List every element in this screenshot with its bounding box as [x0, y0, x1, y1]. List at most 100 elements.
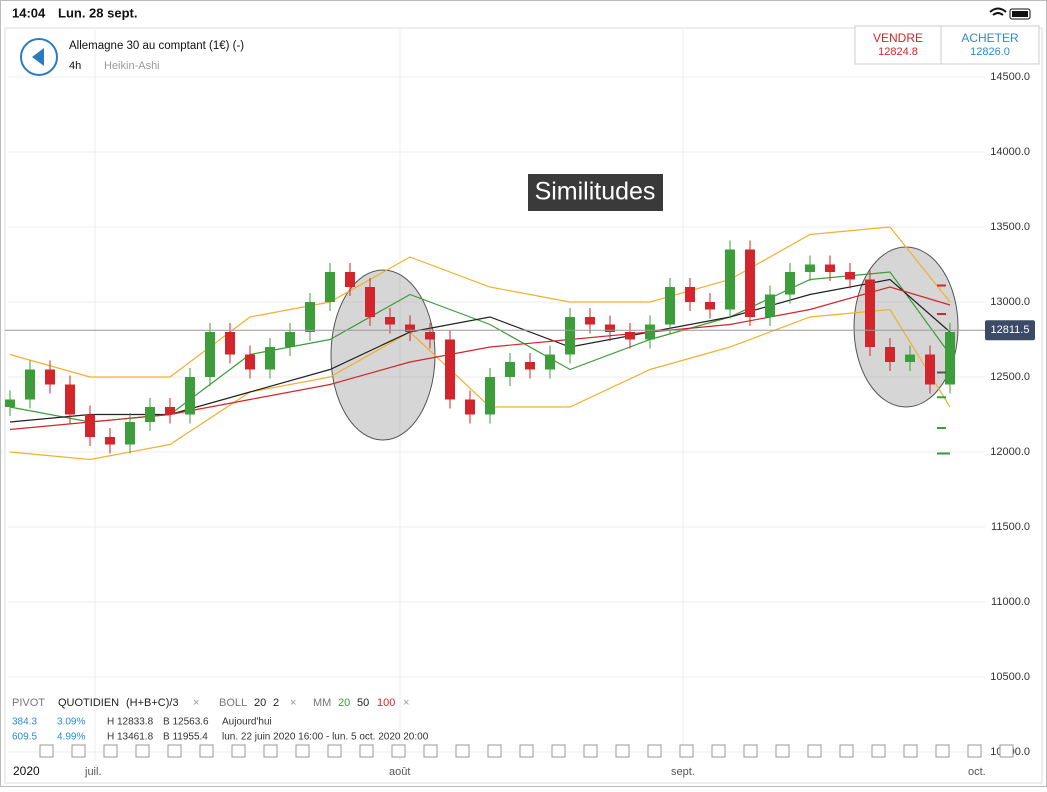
calendar-icon [391, 744, 406, 758]
candle-body [445, 339, 455, 400]
indicator-value: B 11955.4 [163, 732, 208, 743]
calendar-icon [519, 744, 534, 758]
x-tick-label: oct. [968, 766, 986, 778]
candle-body [5, 399, 15, 407]
highlight-ellipse [330, 269, 436, 441]
candle-body [765, 294, 775, 317]
timeframe[interactable]: 4h [69, 60, 81, 72]
calendar-icon [679, 744, 694, 758]
chart-frame [4, 27, 1043, 784]
candle-body [845, 272, 855, 280]
candle-body [245, 354, 255, 370]
y-tick-label: 12000.0 [990, 446, 1030, 458]
candle-body [205, 332, 215, 377]
calendar-icon [263, 744, 278, 758]
candle-body [325, 272, 335, 302]
battery-level [1012, 11, 1028, 17]
candle-body [905, 354, 915, 362]
chart-style[interactable]: Heikin-Ashi [104, 60, 160, 72]
calendar-icon [871, 744, 886, 758]
calendar-icon [775, 744, 790, 758]
indicator-setting: PIVOT [12, 697, 45, 709]
price-tag-label: 12811.5 [991, 324, 1030, 336]
indicator-setting: QUOTIDIEN [58, 697, 119, 709]
candle-body [265, 347, 275, 370]
candle-body [225, 332, 235, 355]
indicator-value: H 13461.8 [107, 732, 154, 743]
candle-body [65, 384, 75, 415]
calendar-icon [647, 744, 662, 758]
candle-body [565, 317, 575, 355]
candle-body [425, 332, 435, 340]
candle-body [705, 302, 715, 310]
indicator-value: 4.99% [57, 732, 85, 743]
sell-label: VENDRE [873, 31, 923, 45]
candle-body [645, 324, 655, 340]
candle-body [485, 377, 495, 415]
calendar-icon [71, 744, 86, 758]
calendar-icon [295, 744, 310, 758]
indicator-setting: × [403, 697, 409, 709]
indicator-setting: BOLL [219, 697, 247, 709]
calendar-icon [167, 744, 182, 758]
y-tick-label: 10500.0 [990, 671, 1030, 683]
y-tick-label: 11500.0 [991, 521, 1030, 533]
calendar-icon [583, 744, 598, 758]
status-time: 14:04 [12, 5, 46, 20]
indicator-setting: 20 [254, 697, 266, 709]
calendar-icon [743, 744, 758, 758]
calendar-icon [39, 744, 54, 758]
candle-body [545, 354, 555, 370]
candle-body [865, 279, 875, 347]
candle-body [885, 347, 895, 362]
calendar-icon [903, 744, 918, 758]
calendar-icon [423, 744, 438, 758]
y-tick-label: 13500.0 [990, 221, 1030, 233]
candle-body [365, 287, 375, 317]
buy-price: 12826.0 [970, 46, 1010, 58]
y-tick-label: 14500.0 [990, 71, 1030, 83]
y-tick-label: 12500.0 [990, 371, 1030, 383]
sell-price: 12824.8 [878, 46, 918, 58]
instrument-name: Allemagne 30 au comptant (1€) (-) [69, 40, 244, 52]
indicator-line [9, 226, 951, 378]
candle-body [525, 362, 535, 370]
indicator-value: 3.09% [57, 717, 85, 728]
candle-body [145, 407, 155, 422]
candle-body [945, 332, 955, 385]
indicator-value: H 12833.8 [107, 717, 154, 728]
candle-body [505, 362, 515, 377]
calendar-icon [711, 744, 726, 758]
candle-body [625, 332, 635, 340]
calendar-icon [967, 744, 982, 758]
calendar-icon [199, 744, 214, 758]
buy-label: ACHETER [961, 31, 1019, 45]
candle-body [685, 287, 695, 302]
status-date: Lun. 28 sept. [58, 5, 137, 20]
indicator-setting: 2 [273, 697, 279, 709]
candle-body [585, 317, 595, 325]
indicator-value: B 12563.6 [163, 717, 209, 728]
back-arrow [32, 48, 44, 66]
candle-body [125, 422, 135, 445]
sell-button[interactable] [854, 25, 942, 65]
y-tick-label: 11000.0 [991, 596, 1030, 608]
wifi-icon [989, 7, 1007, 16]
candle-body [785, 272, 795, 295]
indicator-setting: 100 [377, 697, 395, 709]
candle-body [305, 302, 315, 332]
indicator-setting: × [193, 697, 199, 709]
calendar-icon [327, 744, 342, 758]
buy-button[interactable] [940, 25, 1040, 65]
calendar-icon [359, 744, 374, 758]
price-tag [985, 320, 1035, 341]
calendar-icon [839, 744, 854, 758]
candle-body [25, 369, 35, 400]
calendar-icon [135, 744, 150, 758]
indicator-setting: 50 [357, 697, 369, 709]
candle-body [745, 249, 755, 317]
candle-body [385, 317, 395, 325]
candle-body [925, 354, 935, 385]
indicator-setting: × [290, 697, 296, 709]
